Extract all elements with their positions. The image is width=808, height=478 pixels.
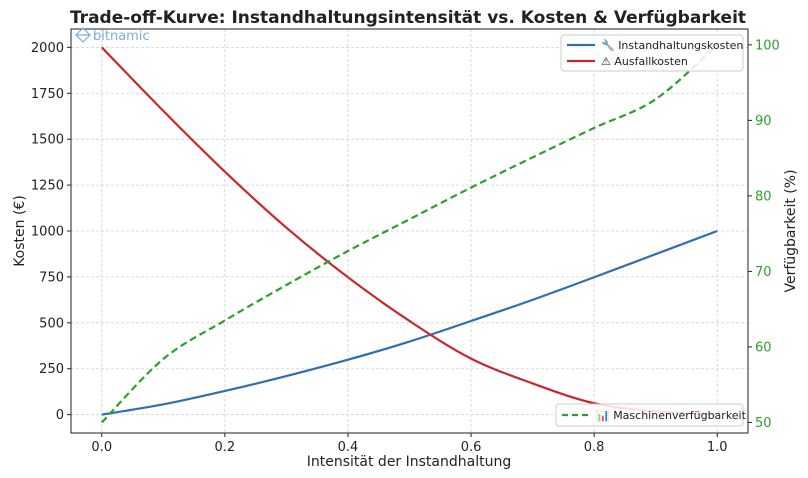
y-tick-label: 2000 xyxy=(31,41,64,56)
series-line-ausfallkosten xyxy=(100,46,718,416)
plot-frame xyxy=(70,28,749,434)
y-tick-label: 750 xyxy=(39,270,64,285)
series-line-maschinenverfuegbarkeit xyxy=(100,44,718,424)
y2-tick-label: 80 xyxy=(755,189,772,204)
logo-text-left: bit xyxy=(93,29,110,44)
y-axis-label: Kosten (€) xyxy=(12,195,28,267)
svg-text:bitnamic: bitnamic xyxy=(93,29,150,44)
y2-tick-label: 60 xyxy=(755,340,772,355)
x-tick-label: 1.0 xyxy=(707,440,728,455)
tick-layer: 0.0 0.2 0.4 0.6 0.8 1.0 0 250 500 750 1000 1250 1500… xyxy=(31,38,780,455)
series-layer xyxy=(100,44,718,424)
y-tick-label: 0 xyxy=(56,408,64,423)
legend-left: 🔧 Instandhaltungskosten ⚠ Ausfallkosten xyxy=(560,34,744,72)
y-tick-label: 250 xyxy=(39,362,64,377)
legend-label-maschinenverfuegbarkeit: 📊 Maschinenverfügbarkeit xyxy=(596,409,747,422)
y-tick-label: 1000 xyxy=(31,225,64,240)
legend-right-box xyxy=(555,403,744,427)
legend-right: 📊 Maschinenverfügbarkeit xyxy=(555,403,747,427)
y2-tick-label: 100 xyxy=(755,38,780,53)
x-tick-label: 0.6 xyxy=(461,440,482,455)
x-tick-label: 0.8 xyxy=(584,440,605,455)
legend-label-instandhaltungskosten: 🔧 Instandhaltungskosten xyxy=(601,38,743,52)
bitnamic-logo: bitnamic xyxy=(75,27,150,44)
y-tick-label: 1750 xyxy=(31,87,64,102)
x-tick-label: 0.4 xyxy=(338,440,359,455)
grid-layer xyxy=(71,29,748,433)
y-tick-label: 500 xyxy=(39,316,64,331)
legend-label-ausfallkosten: ⚠ Ausfallkosten xyxy=(601,55,688,68)
y-tick-label: 1250 xyxy=(31,179,64,194)
y2-tick-label: 70 xyxy=(755,265,772,280)
bitnamic-logo-icon xyxy=(75,27,91,43)
x-tick-label: 0.2 xyxy=(215,440,236,455)
x-axis-label: Intensität der Instandhaltung xyxy=(307,454,511,470)
y-tick-label: 1500 xyxy=(31,133,64,148)
logo-text-right: namic xyxy=(110,29,150,44)
x-tick-label: 0.0 xyxy=(91,440,112,455)
y2-tick-label: 50 xyxy=(755,416,772,431)
y2-tick-label: 90 xyxy=(755,114,772,129)
y2-axis-label: Verfügbarkeit (%) xyxy=(783,169,799,292)
legend-left-box xyxy=(560,34,744,72)
series-line-instandhaltungskosten xyxy=(101,229,718,416)
chart-title: Trade-off-Kurve: Instandhaltungsintensit… xyxy=(70,8,746,28)
